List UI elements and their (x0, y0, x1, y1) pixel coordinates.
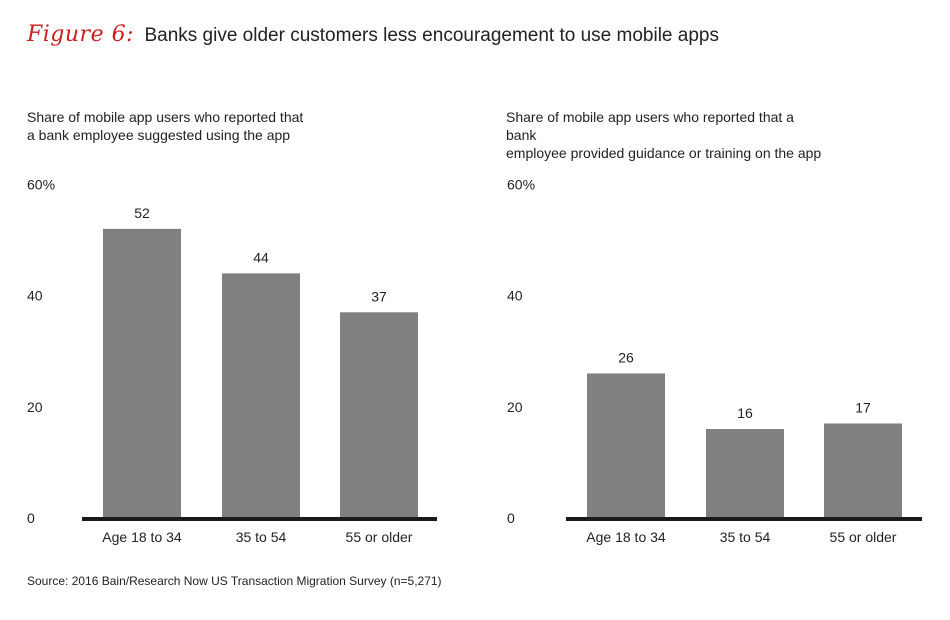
right-chart-title-line-1: Share of mobile app users who reported t… (506, 109, 794, 143)
left-bar-value-label: 37 (371, 288, 387, 304)
left-ytick-label: 0 (27, 510, 35, 526)
left-ytick-label: 60% (27, 176, 55, 192)
right-bar (824, 423, 902, 518)
figure-title: Banks give older customers less encourag… (144, 25, 719, 46)
right-bar-value-label: 26 (618, 349, 634, 365)
left-category-label: 55 or older (346, 529, 413, 545)
left-bar (103, 228, 181, 518)
left-bar (340, 312, 418, 518)
figure-label: Figure 6: (27, 22, 134, 47)
right-ytick-label: 0 (507, 510, 515, 526)
right-bar (706, 429, 784, 518)
right-bar-value-label: 17 (855, 399, 871, 415)
left-ytick-label: 20 (27, 399, 43, 415)
left-category-label: 35 to 54 (236, 529, 287, 545)
left-chart-title-line-2: a bank employee suggested using the app (27, 127, 291, 143)
right-category-label: 55 or older (830, 529, 897, 545)
left-category-label: Age 18 to 34 (102, 529, 182, 545)
right-ytick-label: 60% (507, 176, 535, 192)
left-bar (222, 273, 300, 518)
left-chart-title-line-1: Share of mobile app users who reported t… (27, 109, 304, 125)
right-bar-value-label: 16 (737, 405, 753, 421)
figure-header: Figure 6: Banks give older customers les… (27, 22, 719, 47)
right-category-label: 35 to 54 (720, 529, 771, 545)
right-chart-title-line-2: employee provided guidance or training o… (506, 145, 822, 161)
right-category-label: Age 18 to 34 (586, 529, 666, 545)
right-ytick-label: 20 (507, 399, 523, 415)
left-chart-title: Share of mobile app users who reported t… (27, 108, 327, 144)
source-note: Source: 2016 Bain/Research Now US Transa… (27, 574, 442, 588)
left-ytick-label: 40 (27, 288, 43, 304)
left-bar-value-label: 44 (253, 249, 269, 265)
right-bar (587, 373, 665, 518)
right-chart-title: Share of mobile app users who reported t… (506, 108, 826, 162)
left-bar-value-label: 52 (134, 205, 150, 221)
right-ytick-label: 40 (507, 288, 523, 304)
